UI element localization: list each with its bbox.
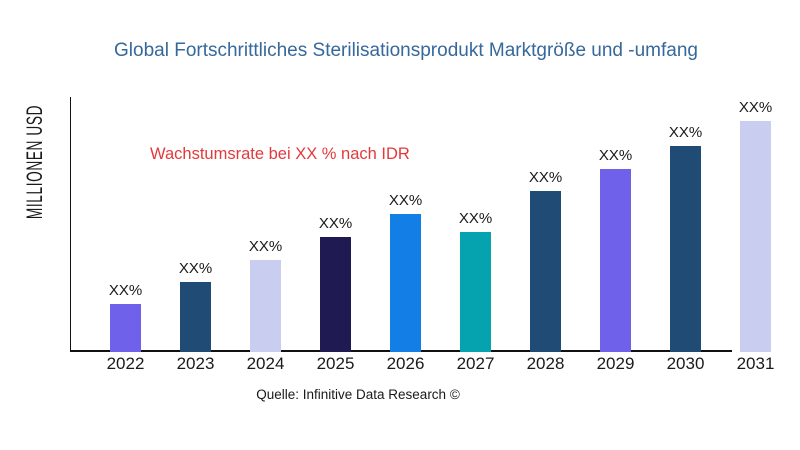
chart-title: Global Fortschrittliches Sterilisationsp… <box>114 40 698 61</box>
x-tick-label-2031: 2031 <box>736 354 775 373</box>
x-tick-label-2023: 2023 <box>176 354 215 373</box>
y-axis-line <box>69 97 72 351</box>
bar-value-label-2031: XX% <box>738 98 773 116</box>
bar-2030 <box>670 145 701 352</box>
x-tick-label-2027: 2027 <box>456 354 495 373</box>
bar-value-label-2030: XX% <box>668 123 703 141</box>
bar-2022 <box>110 303 141 352</box>
bar-2031 <box>740 120 771 352</box>
bar-value-label-2024: XX% <box>248 237 283 255</box>
x-tick-label-2025: 2025 <box>316 354 355 373</box>
bar-value-label-2028: XX% <box>528 168 563 186</box>
bar-value-label-2026: XX% <box>388 191 423 209</box>
bar-value-label-2025: XX% <box>318 214 353 232</box>
x-tick-label-2026: 2026 <box>386 354 425 373</box>
bar-2026 <box>390 213 421 352</box>
bar-2024 <box>250 259 281 352</box>
bar-2025 <box>320 236 351 352</box>
bar-value-label-2023: XX% <box>178 259 213 277</box>
bar-2023 <box>180 281 211 352</box>
x-tick-label-2028: 2028 <box>526 354 565 373</box>
x-tick-label-2030: 2030 <box>666 354 705 373</box>
x-tick-label-2024: 2024 <box>246 354 285 373</box>
x-tick-label-2022: 2022 <box>106 354 145 373</box>
source-note: Quelle: Infinitive Data Research © <box>256 387 460 402</box>
bar-2029 <box>600 168 631 352</box>
growth-rate-annotation: Wachstumsrate bei XX % nach IDR <box>150 145 410 163</box>
bar-value-label-2029: XX% <box>598 146 633 164</box>
x-tick-label-2029: 2029 <box>596 354 635 373</box>
y-axis-title: MILLIONEN USD <box>22 104 47 220</box>
bar-value-label-2027: XX% <box>458 209 493 227</box>
bar-2028 <box>530 190 561 352</box>
bar-value-label-2022: XX% <box>108 281 143 299</box>
bar-2027 <box>460 231 491 352</box>
